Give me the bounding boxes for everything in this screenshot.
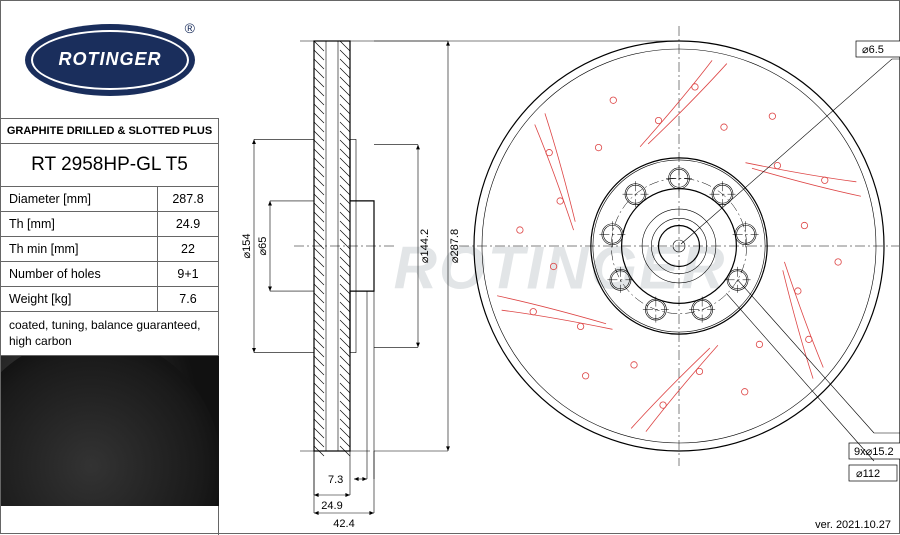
spec-row: Th min [mm]22 [1, 237, 218, 262]
spec-label: Number of holes [1, 262, 158, 286]
spec-value: 287.8 [158, 187, 218, 211]
svg-text:42.4: 42.4 [333, 518, 354, 530]
product-subtitle: GRAPHITE DRILLED & SLOTTED PLUS [1, 119, 218, 144]
spec-label: Diameter [mm] [1, 187, 158, 211]
svg-text:9x⌀15.2: 9x⌀15.2 [854, 446, 894, 458]
features-text: coated, tuning, balance guaranteed, high… [1, 312, 218, 356]
svg-text:⌀287.8: ⌀287.8 [449, 229, 461, 263]
svg-text:⌀154: ⌀154 [241, 234, 253, 259]
svg-text:24.9: 24.9 [321, 500, 342, 512]
logo-box: ROTINGER ® [1, 1, 219, 119]
spec-row: Weight [kg]7.6 [1, 287, 218, 312]
svg-text:⌀65: ⌀65 [257, 237, 269, 256]
left-panel: ROTINGER ® GRAPHITE DRILLED & SLOTTED PL… [1, 1, 219, 535]
spec-value: 9+1 [158, 262, 218, 286]
svg-text:⌀144.2: ⌀144.2 [419, 229, 431, 263]
spec-label: Weight [kg] [1, 287, 158, 311]
spec-table: Diameter [mm]287.8Th [mm]24.9Th min [mm]… [1, 187, 218, 312]
drawing-area: ROTINGER ⌀6.59x⌀15.2⌀112⌀154⌀65⌀144.2⌀28… [219, 1, 900, 535]
product-photo [1, 356, 219, 506]
spec-row: Diameter [mm]287.8 [1, 187, 218, 212]
spec-value: 22 [158, 237, 218, 261]
part-number: RT 2958HP-GL T5 [1, 144, 218, 187]
svg-text:⌀112: ⌀112 [856, 468, 880, 480]
spec-label: Th min [mm] [1, 237, 158, 261]
svg-text:⌀6.5: ⌀6.5 [862, 44, 884, 56]
spec-value: 7.6 [158, 287, 218, 311]
datasheet-frame: ROTINGER ® GRAPHITE DRILLED & SLOTTED PL… [0, 0, 900, 534]
spec-row: Number of holes9+1 [1, 262, 218, 287]
spec-value: 24.9 [158, 212, 218, 236]
spec-label: Th [mm] [1, 212, 158, 236]
brand-logo: ROTINGER ® [25, 24, 195, 96]
registered-icon: ® [185, 20, 195, 36]
version-label: ver. 2021.10.27 [815, 519, 891, 531]
technical-drawing: ⌀6.5 9x⌀15.2 ⌀112 ⌀154 ⌀65 ⌀144.2 ⌀287.8 7.3 24.… [219, 1, 900, 535]
spec-row: Th [mm]24.9 [1, 212, 218, 237]
svg-text:7.3: 7.3 [328, 474, 343, 486]
